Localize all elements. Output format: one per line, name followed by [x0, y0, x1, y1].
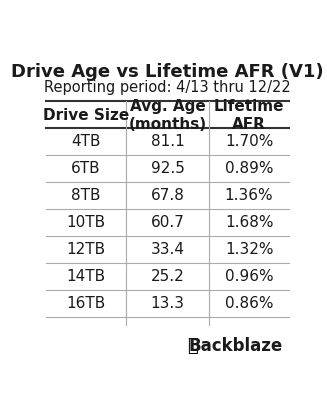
Text: 🔥: 🔥 — [188, 337, 198, 355]
Text: Drive Size: Drive Size — [43, 108, 129, 123]
Text: Backblaze: Backblaze — [189, 337, 283, 355]
Text: 14TB: 14TB — [66, 269, 106, 284]
Text: 0.86%: 0.86% — [225, 295, 273, 311]
Text: 1.70%: 1.70% — [225, 133, 273, 149]
Text: 81.1: 81.1 — [151, 133, 184, 149]
Text: 67.8: 67.8 — [151, 188, 184, 203]
Text: Reporting period: 4/13 thru 12/22: Reporting period: 4/13 thru 12/22 — [44, 80, 291, 95]
Text: 60.7: 60.7 — [151, 214, 184, 230]
Text: 16TB: 16TB — [66, 295, 106, 311]
Text: 0.96%: 0.96% — [225, 269, 273, 284]
Text: 33.4: 33.4 — [151, 241, 184, 256]
Text: 1.32%: 1.32% — [225, 241, 273, 256]
Text: Lifetime
AFR: Lifetime AFR — [214, 98, 284, 132]
Text: 25.2: 25.2 — [151, 269, 184, 284]
Text: 13.3: 13.3 — [151, 295, 184, 311]
Text: 12TB: 12TB — [66, 241, 106, 256]
Text: 1.68%: 1.68% — [225, 214, 273, 230]
Text: 10TB: 10TB — [66, 214, 106, 230]
Text: 92.5: 92.5 — [151, 160, 184, 175]
Text: 0.89%: 0.89% — [225, 160, 273, 175]
Text: Avg. Age
(months): Avg. Age (months) — [129, 98, 207, 132]
Text: 6TB: 6TB — [71, 160, 101, 175]
Text: 4TB: 4TB — [71, 133, 101, 149]
Text: 8TB: 8TB — [71, 188, 101, 203]
Text: Drive Age vs Lifetime AFR (V1): Drive Age vs Lifetime AFR (V1) — [11, 63, 324, 81]
Text: 1.36%: 1.36% — [225, 188, 273, 203]
